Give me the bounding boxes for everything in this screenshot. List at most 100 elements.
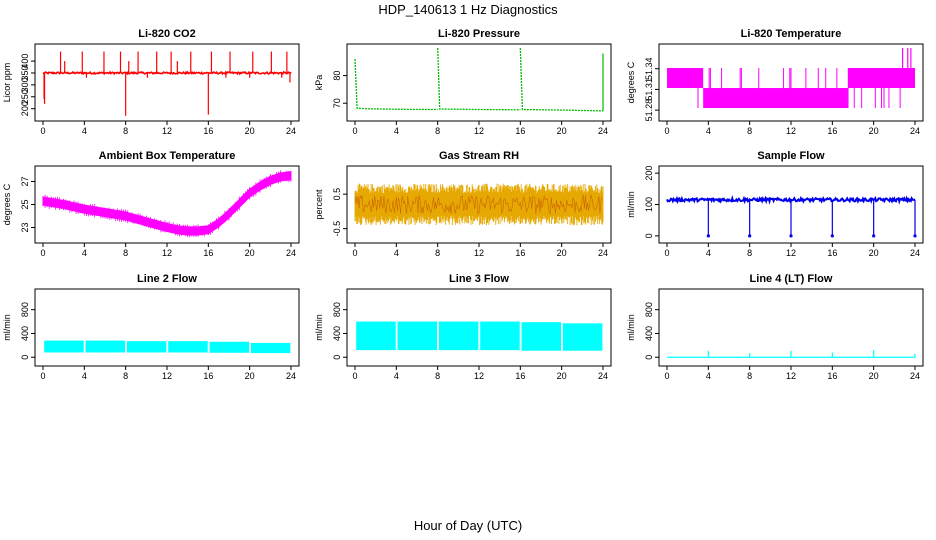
x-tick-label: 16 bbox=[827, 371, 837, 381]
x-tick-label: 4 bbox=[82, 371, 87, 381]
x-tick-label: 8 bbox=[747, 126, 752, 136]
y-tick-label: 200 bbox=[644, 166, 654, 181]
chart-panel-1: Li-820 CO2 Licor ppm 0 4 8 12 16 20 24 2002503003… bbox=[2, 28, 300, 136]
y-tick-label: 300 bbox=[20, 77, 30, 92]
x-tick-label: 4 bbox=[706, 126, 711, 136]
x-tick-label: 4 bbox=[82, 248, 87, 258]
chart-title: Li-820 CO2 bbox=[138, 28, 195, 40]
data-band bbox=[168, 341, 208, 353]
series-data bbox=[356, 321, 603, 351]
y-tick-label: -0.5 bbox=[332, 221, 342, 237]
series-data bbox=[666, 195, 917, 238]
chart-panel-8: Line 3 Flow ml/min 0 4 8 12 16 20 24 0 400 800 bbox=[314, 273, 612, 381]
x-tick-label: 20 bbox=[869, 248, 879, 258]
y-tick-label: 250 bbox=[20, 89, 30, 104]
series-line bbox=[354, 193, 603, 215]
x-tick-label: 0 bbox=[40, 126, 45, 136]
x-tick-label: 24 bbox=[910, 371, 920, 381]
x-tick-label: 16 bbox=[203, 126, 213, 136]
data-band bbox=[126, 341, 167, 353]
x-tick-label: 24 bbox=[598, 126, 608, 136]
x-tick-label: 12 bbox=[786, 248, 796, 258]
x-tick-label: 12 bbox=[162, 126, 172, 136]
x-tick-label: 20 bbox=[557, 248, 567, 258]
data-band bbox=[480, 321, 520, 351]
x-tick-label: 8 bbox=[123, 126, 128, 136]
x-tick-label: 8 bbox=[123, 371, 128, 381]
series-data bbox=[667, 48, 915, 109]
data-point bbox=[913, 234, 917, 238]
data-band bbox=[85, 340, 126, 353]
data-band bbox=[209, 341, 250, 353]
y-tick-label: 51.28 bbox=[644, 99, 654, 122]
x-tick-label: 16 bbox=[515, 371, 525, 381]
y-tick-label: 0 bbox=[20, 355, 30, 360]
x-tick-label: 16 bbox=[827, 248, 837, 258]
x-axis-caption: Hour of Day (UTC) bbox=[413, 518, 523, 533]
data-band bbox=[44, 340, 84, 353]
x-tick-label: 0 bbox=[664, 248, 669, 258]
data-band bbox=[562, 323, 603, 351]
x-tick-label: 4 bbox=[82, 126, 87, 136]
x-tick-label: 20 bbox=[869, 126, 879, 136]
chart-title: Line 4 (LT) Flow bbox=[750, 273, 833, 285]
x-tick-label: 16 bbox=[515, 126, 525, 136]
series-line bbox=[42, 70, 292, 76]
x-tick-label: 0 bbox=[40, 248, 45, 258]
x-tick-label: 20 bbox=[245, 248, 255, 258]
chart-panel-3: Li-820 Temperature degrees C 0 4 8 12 16 20 24 51… bbox=[626, 28, 924, 136]
series-data bbox=[42, 51, 292, 116]
x-tick-label: 16 bbox=[827, 126, 837, 136]
y-tick-label: 70 bbox=[332, 98, 342, 108]
y-tick-label: 51.34 bbox=[644, 57, 654, 80]
chart-panel-9: Line 4 (LT) Flow ml/min 0 4 8 12 16 20 24 0 400 800 bbox=[626, 273, 924, 381]
x-tick-label: 24 bbox=[598, 248, 608, 258]
x-tick-label: 20 bbox=[557, 126, 567, 136]
data-band bbox=[521, 322, 562, 351]
y-axis-label: degrees C bbox=[2, 183, 12, 225]
chart-panel-6: Sample Flow ml/min 0 4 8 12 16 20 24 0 100 200 bbox=[626, 150, 924, 258]
x-tick-label: 20 bbox=[245, 126, 255, 136]
y-tick-label: 800 bbox=[20, 302, 30, 317]
x-tick-label: 12 bbox=[474, 126, 484, 136]
plot-frame bbox=[34, 43, 300, 122]
data-band bbox=[250, 342, 291, 354]
series-data bbox=[354, 183, 604, 226]
x-tick-label: 16 bbox=[203, 371, 213, 381]
x-tick-label: 8 bbox=[435, 126, 440, 136]
x-tick-label: 16 bbox=[515, 248, 525, 258]
chart-panel-2: Li-820 Pressure kPa 0 4 8 12 16 20 24 70 80 bbox=[314, 28, 612, 136]
y-tick-label: 27 bbox=[20, 176, 30, 186]
data-band bbox=[667, 68, 704, 89]
x-tick-label: 0 bbox=[352, 248, 357, 258]
y-tick-label: 800 bbox=[644, 302, 654, 317]
y-tick-label: 400 bbox=[20, 54, 30, 69]
y-axis-label: kPa bbox=[314, 75, 324, 91]
x-tick-label: 0 bbox=[352, 371, 357, 381]
y-tick-label: 0 bbox=[332, 355, 342, 360]
x-tick-label: 20 bbox=[245, 371, 255, 381]
figure-title: HDP_140613 1 Hz Diagnostics bbox=[378, 2, 558, 17]
chart-title: Sample Flow bbox=[757, 150, 825, 162]
x-tick-label: 8 bbox=[123, 248, 128, 258]
chart-panel-4: Ambient Box Temperature degrees C 0 4 8 12 16 2… bbox=[2, 150, 300, 258]
x-tick-label: 24 bbox=[286, 248, 296, 258]
x-tick-label: 24 bbox=[286, 126, 296, 136]
x-tick-label: 20 bbox=[869, 371, 879, 381]
series-data bbox=[42, 170, 292, 238]
x-tick-label: 0 bbox=[664, 371, 669, 381]
y-tick-label: 80 bbox=[332, 71, 342, 81]
y-tick-label: 100 bbox=[644, 197, 654, 212]
x-tick-label: 24 bbox=[598, 371, 608, 381]
y-tick-label: 400 bbox=[332, 326, 342, 341]
series-data bbox=[667, 350, 916, 358]
y-tick-label: 800 bbox=[332, 302, 342, 317]
y-tick-label: 400 bbox=[644, 326, 654, 341]
chart-title: Li-820 Temperature bbox=[741, 28, 842, 40]
x-tick-label: 0 bbox=[40, 371, 45, 381]
series-line bbox=[437, 47, 521, 111]
y-tick-label: 350 bbox=[20, 65, 30, 80]
y-tick-label: 0 bbox=[644, 233, 654, 238]
data-band bbox=[356, 321, 396, 351]
